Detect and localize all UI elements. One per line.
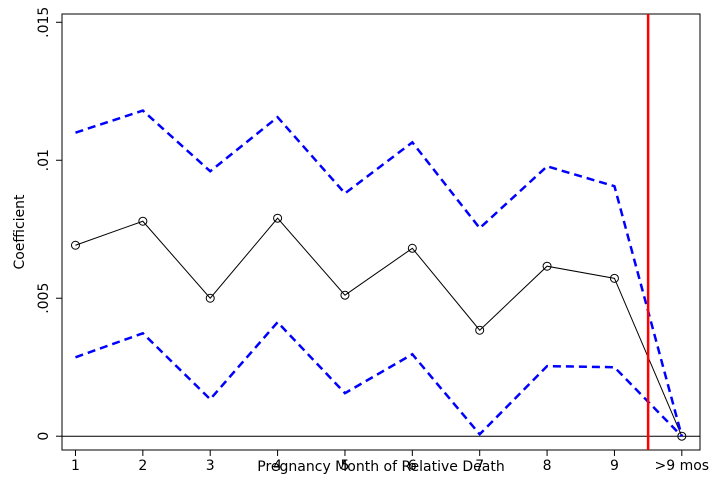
y-tick-label: .005 xyxy=(36,283,52,314)
x-tick-label: 9 xyxy=(610,458,619,474)
x-tick-label: 8 xyxy=(543,458,552,474)
data-point xyxy=(340,290,350,300)
y-tick-label: .01 xyxy=(36,149,52,171)
data-point xyxy=(273,213,283,223)
y-tick-label: 0 xyxy=(36,432,52,441)
x-tick-label: 3 xyxy=(206,458,215,474)
x-tick-label: 5 xyxy=(340,458,349,474)
x-axis-label: Pregnancy Month of Relative Death xyxy=(257,459,504,475)
series-line xyxy=(75,109,684,437)
plot-frame xyxy=(61,13,701,451)
x-tick-label: 2 xyxy=(138,458,147,474)
data-point xyxy=(407,243,417,253)
x-tick-label: 1 xyxy=(71,458,80,474)
data-point xyxy=(542,261,552,271)
data-point xyxy=(475,325,485,335)
data-point xyxy=(609,273,619,283)
data-point xyxy=(138,216,148,226)
data-point xyxy=(205,293,215,303)
y-tick-label: .015 xyxy=(36,7,52,38)
x-tick-label: 7 xyxy=(475,458,484,474)
x-tick-label: >9 mos xyxy=(655,458,710,474)
x-tick-label: 4 xyxy=(273,458,282,474)
y-axis-label: Coefficient xyxy=(12,194,28,270)
data-point xyxy=(70,240,80,250)
series-line xyxy=(75,217,683,437)
data-point xyxy=(677,431,687,441)
series-line xyxy=(75,320,683,438)
x-tick-label: 6 xyxy=(408,458,417,474)
